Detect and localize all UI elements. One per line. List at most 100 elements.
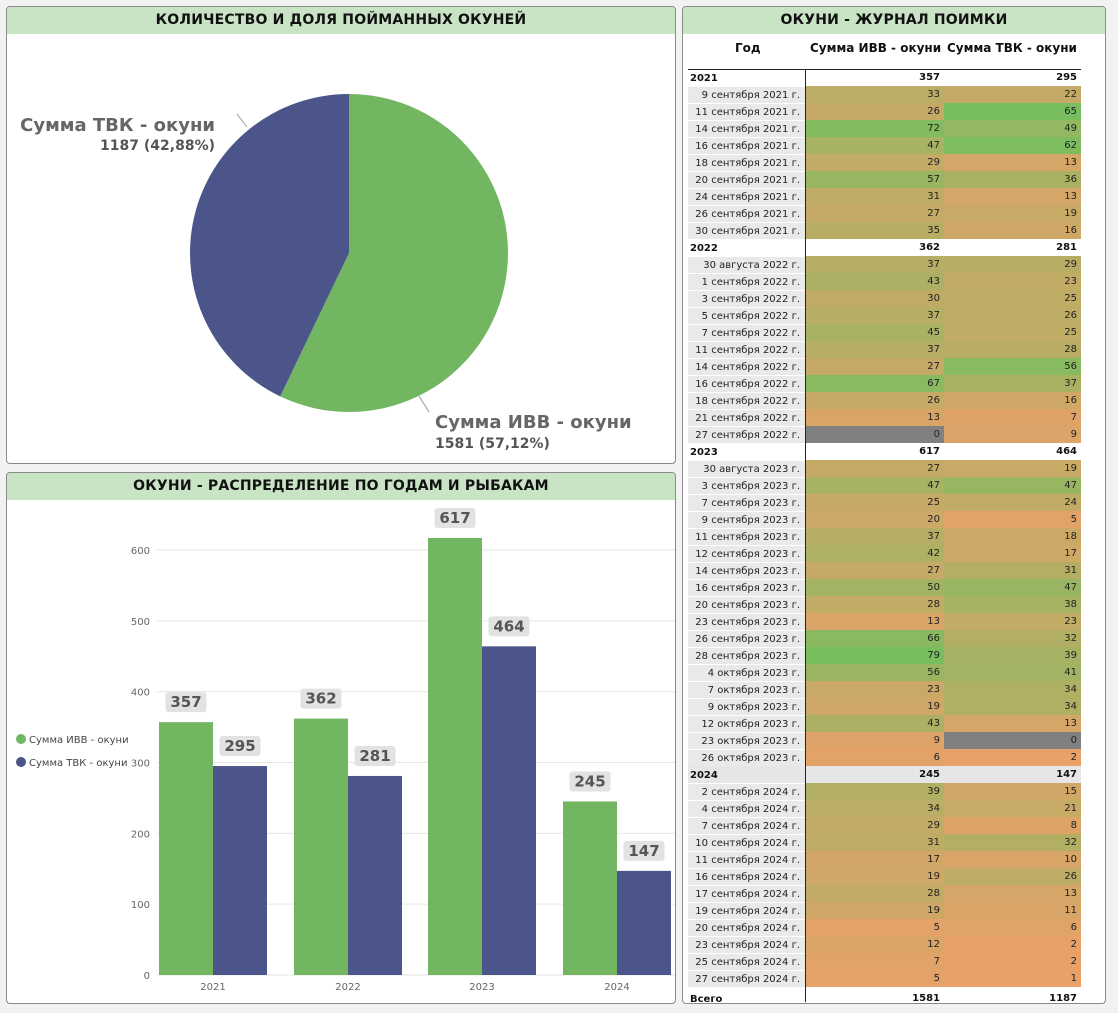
cell-tvk: 147 xyxy=(944,766,1081,783)
table-row[interactable]: 7 сентября 2024 г. 29 8 xyxy=(688,817,1081,834)
cell-date: 18 сентября 2022 г. xyxy=(688,393,805,409)
table-row[interactable]: 23 сентября 2024 г. 12 2 xyxy=(688,936,1081,953)
table-row[interactable]: 23 октября 2023 г. 9 0 xyxy=(688,732,1081,749)
cell-ivv: 79 xyxy=(805,647,944,664)
table-row[interactable]: 11 сентября 2024 г. 17 10 xyxy=(688,851,1081,868)
col-header-year[interactable]: Год xyxy=(735,41,761,55)
table-row[interactable]: 3 сентября 2023 г. 47 47 xyxy=(688,477,1081,494)
table-row[interactable]: 7 сентября 2022 г. 45 25 xyxy=(688,324,1081,341)
table-row[interactable]: 12 октября 2023 г. 43 13 xyxy=(688,715,1081,732)
table-row[interactable]: 26 сентября 2023 г. 66 32 xyxy=(688,630,1081,647)
table-row[interactable]: 25 сентября 2024 г. 7 2 xyxy=(688,953,1081,970)
table-row[interactable]: 28 сентября 2023 г. 79 39 xyxy=(688,647,1081,664)
table-row[interactable]: 16 сентября 2024 г. 19 26 xyxy=(688,868,1081,885)
table-row[interactable]: 21 сентября 2022 г. 13 7 xyxy=(688,409,1081,426)
table-row[interactable]: 11 сентября 2021 г. 26 65 xyxy=(688,103,1081,120)
cell-tvk: 38 xyxy=(944,596,1081,613)
table-row[interactable]: 27 сентября 2024 г. 5 1 xyxy=(688,970,1081,987)
x-tick-label: 2023 xyxy=(469,982,494,993)
table-row[interactable]: 7 октября 2023 г. 23 34 xyxy=(688,681,1081,698)
table-row[interactable]: 18 сентября 2021 г. 29 13 xyxy=(688,154,1081,171)
table-row[interactable]: 11 сентября 2022 г. 37 28 xyxy=(688,341,1081,358)
bar-2021-tvk[interactable] xyxy=(213,766,267,975)
table-row[interactable]: 19 сентября 2024 г. 19 11 xyxy=(688,902,1081,919)
col-header-ivv[interactable]: Сумма ИВВ - окуни xyxy=(810,41,941,55)
table-row[interactable]: 4 сентября 2024 г. 34 21 xyxy=(688,800,1081,817)
bar-2022-ivv[interactable] xyxy=(294,719,348,975)
table-row[interactable]: 26 сентября 2021 г. 27 19 xyxy=(688,205,1081,222)
cell-date: 30 сентября 2021 г. xyxy=(688,223,805,239)
legend-marker-ivv[interactable] xyxy=(16,734,26,744)
cell-tvk: 47 xyxy=(944,579,1081,596)
table-row[interactable]: 20 сентября 2021 г. 57 36 xyxy=(688,171,1081,188)
table-row[interactable]: 20 сентября 2024 г. 5 6 xyxy=(688,919,1081,936)
cell-ivv: 27 xyxy=(805,562,944,579)
cell-date: 7 сентября 2024 г. xyxy=(688,818,805,834)
table-row[interactable]: 26 октября 2023 г. 6 2 xyxy=(688,749,1081,766)
table-row[interactable]: 9 сентября 2021 г. 33 22 xyxy=(688,86,1081,103)
cell-ivv: 37 xyxy=(805,307,944,324)
cell-date: 1 сентября 2022 г. xyxy=(688,274,805,290)
table-row[interactable]: 9 сентября 2023 г. 20 5 xyxy=(688,511,1081,528)
cell-date: 9 сентября 2023 г. xyxy=(688,512,805,528)
table-row[interactable]: 16 сентября 2022 г. 67 37 xyxy=(688,375,1081,392)
table-row[interactable]: 30 сентября 2021 г. 35 16 xyxy=(688,222,1081,239)
cell-date: 7 сентября 2022 г. xyxy=(688,325,805,341)
table-group-row[interactable]: 2022 362 281 xyxy=(688,239,1081,256)
table-row[interactable]: 16 сентября 2023 г. 50 47 xyxy=(688,579,1081,596)
bar-2023-ivv[interactable] xyxy=(428,538,482,975)
table-row[interactable]: 30 августа 2023 г. 27 19 xyxy=(688,460,1081,477)
table-row[interactable]: 3 сентября 2022 г. 30 25 xyxy=(688,290,1081,307)
table-row[interactable]: 9 октября 2023 г. 19 34 xyxy=(688,698,1081,715)
table-row[interactable]: 14 сентября 2021 г. 72 49 xyxy=(688,120,1081,137)
table-row[interactable]: 17 сентября 2024 г. 28 13 xyxy=(688,885,1081,902)
cell-tvk: 34 xyxy=(944,698,1081,715)
table-row[interactable]: 11 сентября 2023 г. 37 18 xyxy=(688,528,1081,545)
cell-ivv: 29 xyxy=(805,154,944,171)
cell-ivv: 39 xyxy=(805,783,944,800)
table-row[interactable]: 2 сентября 2024 г. 39 15 xyxy=(688,783,1081,800)
table-row[interactable]: 27 сентября 2022 г. 0 9 xyxy=(688,426,1081,443)
table-group-row[interactable]: 2021 357 295 xyxy=(688,69,1081,86)
table-row[interactable]: 23 сентября 2023 г. 13 23 xyxy=(688,613,1081,630)
table-row[interactable]: 7 сентября 2023 г. 25 24 xyxy=(688,494,1081,511)
table-row[interactable]: 18 сентября 2022 г. 26 16 xyxy=(688,392,1081,409)
cell-date: 10 сентября 2024 г. xyxy=(688,835,805,851)
table-row[interactable]: 12 сентября 2023 г. 42 17 xyxy=(688,545,1081,562)
cell-ivv: 13 xyxy=(805,409,944,426)
table-group-row[interactable]: 2023 617 464 xyxy=(688,443,1081,460)
table-row[interactable]: 10 сентября 2024 г. 31 32 xyxy=(688,834,1081,851)
cell-date: 2024 xyxy=(688,767,805,783)
bar-2024-ivv[interactable] xyxy=(563,801,617,975)
table-row[interactable]: 30 августа 2022 г. 37 29 xyxy=(688,256,1081,273)
cell-ivv: 357 xyxy=(805,69,944,86)
table-row[interactable]: 5 сентября 2022 г. 37 26 xyxy=(688,307,1081,324)
legend-label-tvk[interactable]: Сумма ТВК - окуни xyxy=(29,758,127,769)
table-row[interactable]: 24 сентября 2021 г. 31 13 xyxy=(688,188,1081,205)
table-row[interactable]: 1 сентября 2022 г. 43 23 xyxy=(688,273,1081,290)
table-row[interactable]: 20 сентября 2023 г. 28 38 xyxy=(688,596,1081,613)
cell-ivv: 34 xyxy=(805,800,944,817)
table-row[interactable]: 14 сентября 2023 г. 27 31 xyxy=(688,562,1081,579)
legend-marker-tvk[interactable] xyxy=(16,757,26,767)
col-header-tvk[interactable]: Сумма ТВК - окуни xyxy=(947,41,1077,55)
table-group-row[interactable]: 2024 245 147 xyxy=(688,766,1081,783)
cell-date: 19 сентября 2024 г. xyxy=(688,903,805,919)
table-row[interactable]: 14 сентября 2022 г. 27 56 xyxy=(688,358,1081,375)
cell-ivv: 27 xyxy=(805,205,944,222)
bar-2021-ivv[interactable] xyxy=(159,722,213,975)
bar-2023-tvk[interactable] xyxy=(482,646,536,975)
cell-tvk: 25 xyxy=(944,290,1081,307)
legend-label-ivv[interactable]: Сумма ИВВ - окуни xyxy=(29,735,129,746)
cell-tvk: 2 xyxy=(944,936,1081,953)
leader-line-ivv xyxy=(419,396,429,412)
cell-date: 11 сентября 2024 г. xyxy=(688,852,805,868)
table-row[interactable]: 4 октября 2023 г. 56 41 xyxy=(688,664,1081,681)
cell-date: 27 сентября 2024 г. xyxy=(688,971,805,987)
cell-ivv: 26 xyxy=(805,392,944,409)
cell-tvk: 37 xyxy=(944,375,1081,392)
cell-date: 5 сентября 2022 г. xyxy=(688,308,805,324)
bar-2022-tvk[interactable] xyxy=(348,776,402,975)
bar-2024-tvk[interactable] xyxy=(617,871,671,975)
table-row[interactable]: 16 сентября 2021 г. 47 62 xyxy=(688,137,1081,154)
